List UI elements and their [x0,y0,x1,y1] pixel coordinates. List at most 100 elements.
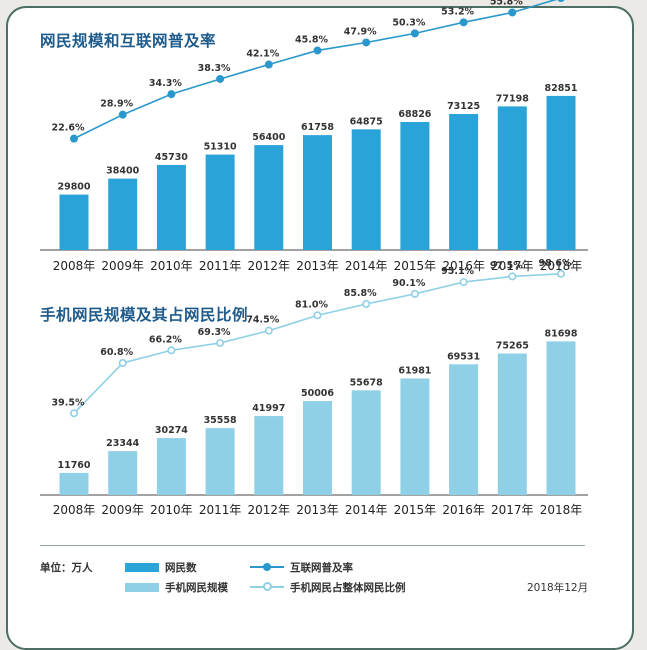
line-point-0-4 [264,60,273,69]
line-point-1-3 [216,338,225,347]
bar-1-3 [205,428,235,495]
line-point-1-10 [556,269,565,278]
line-value-label-1-7: 90.1% [392,278,425,289]
x-tick-label-1-2: 2010年 [150,503,193,517]
legend-dot-penetration [263,563,271,571]
bar-value-label-0-7: 68826 [398,109,431,120]
bar-0-7 [400,121,430,250]
bar-value-label-1-6: 55678 [350,377,383,388]
bar-0-8 [449,113,479,250]
bar-1-4 [254,416,284,495]
bar-1-7 [400,378,430,495]
legend-label-penetration: 互联网普及率 [290,562,353,574]
x-tick-label-1-7: 2015年 [394,503,437,517]
line-value-label-0-1: 28.9% [100,99,133,110]
bar-1-1 [108,451,138,495]
bar-value-label-1-10: 81698 [544,328,577,339]
line-point-1-5 [313,311,322,320]
bar-value-label-0-0: 29800 [57,182,90,193]
x-tick-label-0-6: 2014年 [345,259,388,273]
line-value-label-1-3: 69.3% [198,327,231,338]
bar-value-label-1-9: 75265 [496,341,529,352]
line-point-0-1 [118,110,127,119]
bar-0-3 [205,154,235,250]
line-value-label-1-6: 85.8% [344,288,377,299]
bar-1-10 [546,341,576,495]
legend-dot-mobile-share [263,582,272,591]
line-point-1-6 [362,300,371,309]
bar-0-10 [546,95,576,250]
line-point-1-0 [70,409,79,418]
x-tick-label-0-0: 2008年 [53,259,96,273]
line-value-label-1-2: 66.2% [149,334,182,345]
line-point-0-9 [508,8,517,17]
legend-label-internet-users: 网民数 [165,562,197,574]
line-value-label-0-3: 38.3% [198,63,231,74]
line-point-0-5 [313,46,322,55]
line-value-label-1-10: 98.6% [539,258,572,269]
line-value-label-0-7: 50.3% [392,17,425,28]
chart-card [6,6,634,650]
x-tick-label-1-8: 2016年 [442,503,485,517]
line-series-0 [73,0,558,140]
legend-swatch-mobile-users [125,583,159,592]
line-value-label-1-4: 74.5% [246,315,279,326]
x-tick-label-0-8: 2016年 [442,259,485,273]
bar-1-0 [59,472,89,495]
bar-value-label-1-2: 30274 [155,425,188,436]
line-point-0-3 [216,74,225,83]
line-value-label-0-2: 34.3% [149,78,182,89]
line-point-1-8 [459,278,468,287]
x-tick-label-1-6: 2014年 [345,503,388,517]
bar-value-label-0-2: 45730 [155,152,188,163]
legend-swatch-internet-users [125,563,159,572]
bar-value-label-1-8: 69531 [447,351,480,362]
bar-value-label-0-1: 38400 [106,166,139,177]
bar-value-label-0-9: 77198 [496,93,529,104]
line-value-label-0-4: 42.1% [246,49,279,60]
bar-1-8 [449,364,479,495]
x-tick-label-1-9: 2017年 [491,503,534,517]
bar-value-label-1-3: 35558 [204,415,237,426]
line-value-label-0-8: 53.2% [441,6,474,17]
line-point-1-7 [410,289,419,298]
bar-value-label-1-7: 61981 [398,365,431,376]
x-tick-label-0-2: 2010年 [150,259,193,273]
line-point-0-10 [557,0,565,3]
chart-title-mobile-users: 手机网民规模及其占网民比例 [40,306,249,324]
line-point-1-1 [118,359,127,368]
bar-1-6 [351,390,381,495]
line-point-0-2 [167,90,176,99]
x-tick-label-1-10: 2018年 [540,503,583,517]
x-tick-label-1-1: 2009年 [101,503,144,517]
bar-0-5 [303,135,332,250]
x-tick-label-0-10: 2018年 [540,259,583,273]
legend-label-mobile-users: 手机网民规模 [165,582,228,594]
x-tick-label-1-5: 2013年 [296,503,339,517]
x-tick-label-0-7: 2015年 [394,259,437,273]
line-point-0-8 [459,18,468,27]
bar-0-0 [59,194,89,250]
bar-value-label-0-6: 64875 [350,116,383,127]
bar-1-5 [303,400,332,495]
bar-value-label-1-5: 50006 [301,388,334,399]
line-value-label-1-5: 81.0% [295,299,328,310]
line-value-label-1-9: 97.5% [490,260,523,271]
bar-value-label-0-8: 73125 [447,101,480,112]
bar-value-label-0-4: 56400 [252,132,285,143]
line-value-label-1-1: 60.8% [100,347,133,358]
x-tick-label-1-0: 2008年 [53,503,96,517]
x-tick-label-0-1: 2009年 [101,259,144,273]
bar-value-label-1-4: 41997 [252,403,285,414]
x-tick-label-0-5: 2013年 [296,259,339,273]
bar-value-label-1-1: 23344 [106,438,139,449]
line-value-label-0-5: 45.8% [295,34,328,45]
bar-value-label-0-3: 51310 [204,142,237,153]
bar-0-4 [254,145,284,250]
line-point-0-0 [70,134,79,143]
bar-value-label-0-10: 82851 [544,83,577,94]
bar-0-2 [156,164,186,250]
bar-value-label-0-5: 61758 [301,122,334,133]
bar-1-9 [497,353,527,495]
legend-divider [40,545,585,546]
